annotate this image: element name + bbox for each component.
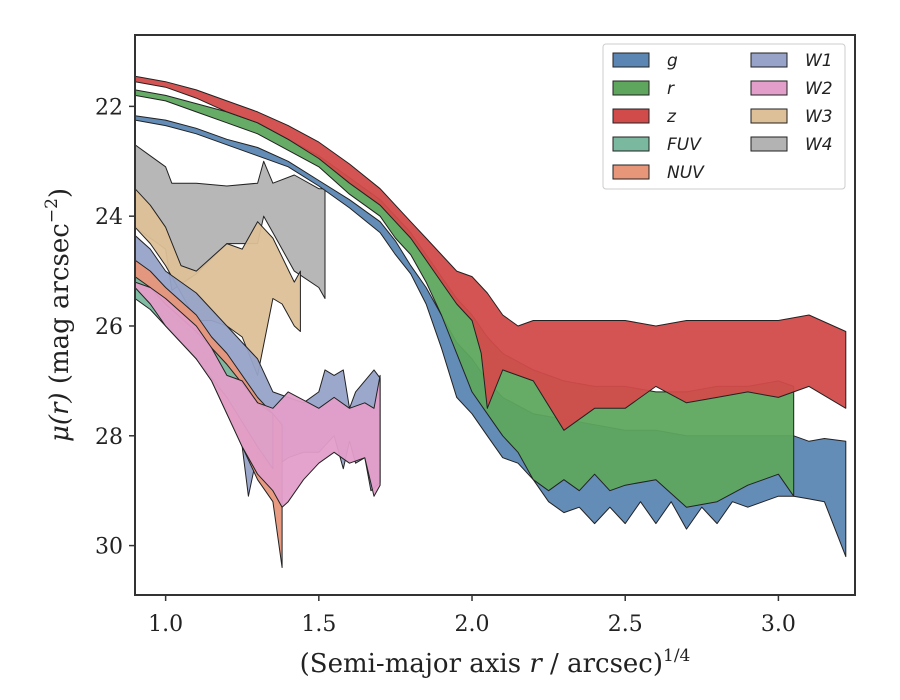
y-tick-label: 28 (95, 425, 123, 450)
legend-label-r: r (667, 79, 675, 99)
legend-label-w1: W1 (805, 51, 833, 71)
legend-swatch-fuv (612, 136, 650, 152)
x-tick-label: 2.5 (608, 612, 643, 637)
legend-swatch-w4 (750, 136, 788, 152)
x-tick-label: 3.0 (761, 612, 796, 637)
legend-label-nuv: NUV (667, 163, 705, 183)
y-axis-title: μ(r) (mag arcsec−2) (42, 188, 75, 442)
y-axis-title-close: ) (45, 188, 75, 198)
legend-swatch-z (612, 108, 650, 124)
band-area-z (135, 75, 847, 431)
x-axis-title-var: r (529, 649, 543, 679)
legend-label-z: z (666, 107, 677, 127)
x-axis-title-exponent: 1/4 (663, 646, 690, 666)
x-axis-title-main: (Semi-major axis (300, 649, 530, 679)
x-tick-label: 1.5 (301, 612, 336, 637)
legend-label-g: g (667, 51, 678, 71)
legend-swatch-r (612, 80, 650, 96)
legend-label-w2: W2 (805, 79, 833, 99)
y-axis-title-r: (r) (45, 392, 75, 425)
y-axis-title-rest: (mag arcsec (45, 223, 75, 392)
y-tick-label: 24 (95, 205, 123, 230)
plot-frame (134, 34, 856, 596)
legend-swatch-w2 (750, 80, 788, 96)
x-tick-label: 1.0 (148, 612, 183, 637)
band-area-w2 (135, 281, 381, 508)
legend-label-w3: W3 (805, 107, 833, 127)
y-tick-label: 26 (95, 315, 123, 340)
legend-swatch-w1 (750, 52, 788, 68)
legend-swatch-nuv (612, 164, 650, 180)
x-axis-title: (Semi-major axis r / arcsec)1/4 (300, 646, 691, 679)
legend: grz FUV NUV W1 W2 W3 W4 (602, 43, 846, 190)
y-tick-label: 30 (95, 535, 123, 560)
y-tick-label: 22 (95, 95, 123, 120)
legend-label-w4: W4 (805, 135, 833, 155)
legend-frame (602, 43, 846, 190)
legend-swatch-g (612, 52, 650, 68)
x-tick-label: 2.0 (455, 612, 490, 637)
legend-label-fuv: FUV (667, 135, 702, 155)
y-axis-title-mu: μ (45, 425, 75, 442)
band-areas (135, 75, 847, 568)
axis-ticks: 1.0 1.5 2.0 2.5 3.0 22 24 26 28 30 (95, 95, 796, 637)
y-axis-title-exponent: −2 (42, 198, 62, 223)
x-axis-title-rest: / arcsec) (542, 649, 663, 679)
legend-swatch-w3 (750, 108, 788, 124)
